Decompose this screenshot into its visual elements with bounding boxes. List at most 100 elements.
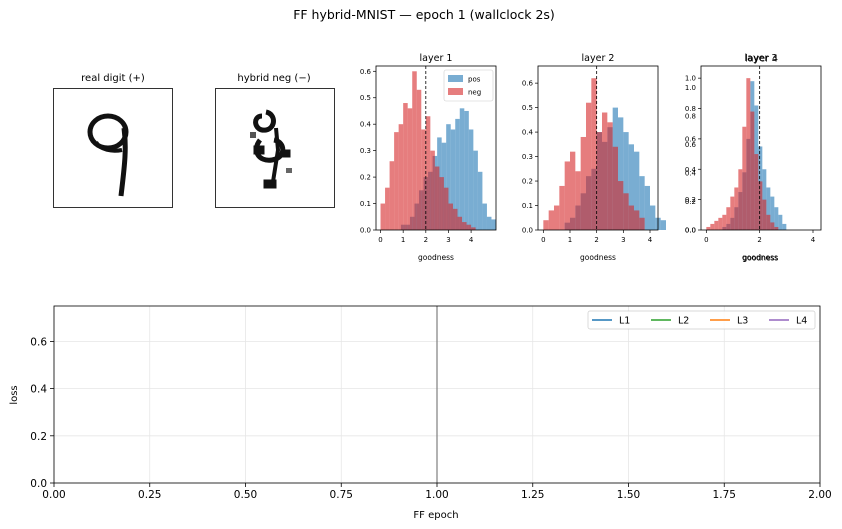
- hybrid-neg-image: [250, 109, 292, 189]
- layer1-ytick-label: 0.1: [360, 200, 371, 208]
- layer2-xlabel: goodness: [580, 253, 616, 262]
- loss-legend-box: [587, 310, 816, 330]
- layer3-xlabel: goodness: [742, 253, 778, 262]
- layer3-bar-neg: [774, 226, 779, 230]
- layer3-frame: [700, 65, 822, 231]
- layer1-bar-neg: [389, 161, 395, 230]
- layer2-ytick-label: 0.1: [522, 202, 533, 210]
- loss-ytick-label: 0.0: [30, 478, 47, 490]
- layer3-bar-neg: [746, 78, 751, 230]
- layer2-bar-pos: [628, 144, 634, 230]
- layer2-ytick-label: 0.3: [522, 153, 533, 161]
- layer4-ytick-label: 0.8: [685, 112, 696, 120]
- layer3-bar-pos: [774, 207, 779, 230]
- layer1-bar-neg: [407, 108, 413, 230]
- layer2-bar-neg: [554, 205, 560, 230]
- layer2-histogram: layer 2 goodness 0 1 2 3 4 0.0 0.1 0.2 0.3 0.4 0.5…: [522, 53, 666, 262]
- layer3-bar-neg: [738, 169, 743, 230]
- layer3-bar-neg: [766, 214, 771, 230]
- layer1-bar-neg: [439, 177, 444, 230]
- loss-plot: FF epoch loss 0.00 0.25 0.50 0.75 1.00 1.25 1.…: [9, 305, 832, 521]
- layer2-xtick-label: 3: [621, 236, 625, 244]
- layer2-ytick-label: 0.4: [522, 129, 534, 137]
- layer1-title: layer 1: [420, 53, 453, 64]
- layer1-bar-neg: [385, 187, 390, 230]
- layer3-bar-neg: [714, 220, 719, 230]
- layer1-xlabel: goodness: [418, 253, 454, 262]
- layer2-bar-neg: [591, 78, 597, 231]
- layer1-frame: [375, 65, 497, 231]
- loss-xtick-label: 0.00: [42, 489, 65, 501]
- loss-ytick-label: 0.2: [30, 431, 47, 443]
- layer1-bar-pos: [482, 203, 487, 230]
- layer3-bar-pos: [782, 223, 787, 230]
- layer3-bar-neg: [754, 154, 759, 230]
- layer2-bar-neg: [575, 171, 581, 230]
- loss-xtick-label: 2.00: [808, 489, 831, 501]
- layer1-bar-neg: [443, 187, 449, 230]
- layer1-legend-label-neg: neg: [468, 89, 481, 97]
- layer1-bar-pos: [455, 118, 460, 230]
- layer1-bar-pos: [473, 150, 478, 230]
- real-digit-title: real digit (+): [81, 73, 145, 84]
- layer2-title: layer 2: [582, 53, 615, 64]
- layer1-ytick-label: 0.5: [360, 94, 371, 102]
- layer2-bar-pos: [634, 151, 640, 230]
- layer2-bar-neg: [543, 220, 549, 230]
- loss-xtick-label: 1.50: [617, 489, 640, 501]
- real-digit-image: [87, 113, 129, 197]
- layer1-bar-neg: [448, 203, 453, 230]
- layer2-bar-neg: [634, 210, 640, 230]
- layer2-bar-neg: [559, 185, 565, 230]
- layer1-bar-neg: [416, 89, 422, 230]
- layer3-bar-neg: [730, 196, 735, 230]
- layer1-bar-neg: [425, 116, 431, 230]
- layer3-bar-neg: [722, 214, 727, 230]
- layer2-bar-pos: [639, 176, 645, 230]
- figure-title: FF hybrid-MNIST — epoch 1 (wallclock 2s): [293, 7, 555, 22]
- loss-xtick-label: 1.00: [425, 489, 448, 501]
- loss-ylabel: loss: [9, 385, 20, 404]
- layer4-ytick-label: 0.6: [685, 141, 697, 149]
- layer3-xtick-label: 4: [811, 236, 816, 244]
- layer2-bar-neg: [607, 122, 613, 230]
- layer3-xtick-label: 2: [757, 236, 761, 244]
- layer1-bar-neg: [394, 132, 399, 230]
- layer1-bar-neg: [452, 208, 458, 230]
- hybrid-neg-frame: [215, 88, 335, 208]
- layer3-title: layer 3: [745, 53, 778, 64]
- loss-xtick-label: 0.25: [138, 489, 161, 501]
- loss-legend-label-L1: L1: [619, 316, 630, 327]
- layer2-ytick-label: 0.6: [522, 80, 534, 88]
- layer2-bar-pos: [618, 117, 624, 230]
- layer1-ytick-label: 0.3: [360, 147, 371, 155]
- layer1-bar-neg: [471, 227, 476, 230]
- layer3-bar-pos: [778, 214, 783, 230]
- layer2-bar-pos: [644, 185, 650, 230]
- layer2-bar-neg: [628, 205, 634, 230]
- layer1-xtick-label: 3: [446, 236, 450, 244]
- layer1-xtick-label: 0: [378, 236, 382, 244]
- layer3-bar-neg: [718, 217, 723, 230]
- layer3-bar-neg: [734, 187, 739, 230]
- layer3-ytick-label: 0.8: [685, 105, 696, 113]
- layer1-legend-swatch-neg: [448, 88, 463, 95]
- layer2-frame: [537, 65, 659, 231]
- layer2-bar-neg: [548, 210, 554, 230]
- loss-xtick-label: 1.75: [713, 489, 736, 501]
- layer2-ytick-label: 0.2: [522, 178, 533, 186]
- layer2-bar-neg: [570, 151, 576, 230]
- layer3-bar-neg: [710, 223, 715, 230]
- layer2-xtick-label: 1: [568, 236, 572, 244]
- layer2-ytick-label: 0.0: [522, 227, 533, 235]
- layer1-bar-neg: [434, 166, 440, 230]
- loss-xtick-label: 0.75: [330, 489, 353, 501]
- layer1-bar-neg: [412, 71, 417, 231]
- layer1-legend-swatch-pos: [448, 75, 463, 82]
- layer1-ytick-label: 0.0: [360, 227, 371, 235]
- layer3-histogram: layer 3 layer 4 goodness goodness 0 2 40.0…: [685, 53, 822, 262]
- layer3-bar-neg: [706, 226, 711, 230]
- layer3-bar-neg: [770, 222, 775, 230]
- layer2-bar-neg: [602, 112, 608, 230]
